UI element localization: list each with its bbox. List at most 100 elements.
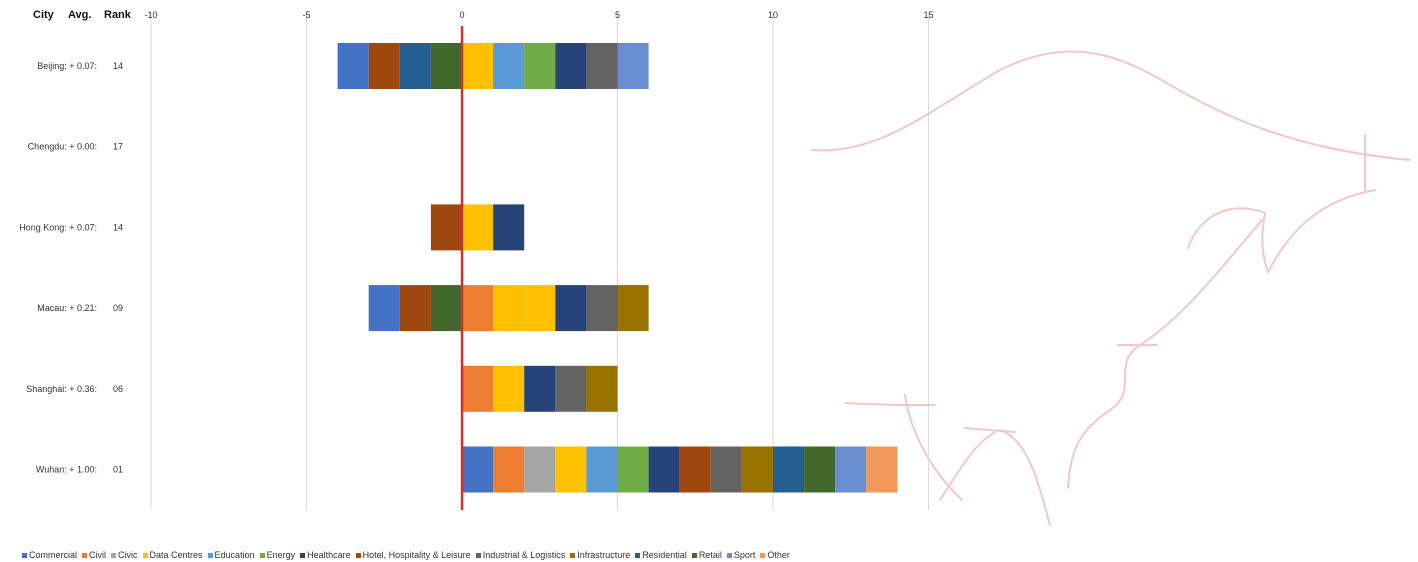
header-avg: Avg. <box>68 9 91 21</box>
bar-segment-industrial-logistics <box>555 365 587 412</box>
bar-segment-hotel-hospitality-leisure <box>679 446 711 493</box>
legend-label: Sport <box>733 550 756 560</box>
bar-segment-infrastructure <box>586 365 618 412</box>
bar-segment-industrial-logistics <box>586 43 618 89</box>
row-label-city: Shanghai: + 0.36: <box>26 384 97 394</box>
bars <box>337 43 898 493</box>
bull-watermark <box>811 50 1411 526</box>
bar-segment-civil <box>493 446 525 493</box>
bar-segment-energy <box>524 43 556 89</box>
row-label-rank: 06 <box>113 384 123 394</box>
legend-swatch <box>691 552 697 558</box>
header-city: City <box>33 9 55 21</box>
legend-item-residential: Residential <box>635 550 687 560</box>
x-tick-label: 5 <box>615 10 620 20</box>
row-label-city: Chengdu: + 0.00: <box>28 142 97 152</box>
bar-segment-hotel-hospitality-leisure <box>430 204 462 251</box>
bar-segment-civil <box>462 285 494 332</box>
x-tick-label: 0 <box>459 10 464 20</box>
legend-item-civil: Civil <box>82 550 106 560</box>
legend-item-energy: Energy <box>259 550 296 560</box>
bar-segment-data-centres <box>462 204 494 251</box>
legend-item-sport: Sport <box>726 550 756 560</box>
column-headers: City Avg. Rank <box>33 9 132 21</box>
x-tick-label: 15 <box>923 10 933 20</box>
bar-segment-civil <box>462 365 494 412</box>
bar-segment-commercial <box>337 43 369 89</box>
bar-segment-infrastructure <box>617 285 649 332</box>
chart-canvas: -10 -5 0 5 10 15 Beijing: + 0.07: 14 Chengdu: +… <box>19 9 1411 526</box>
x-tick-label: -10 <box>144 10 157 20</box>
legend-item-industrial-logistics: Industrial & Logistics <box>475 550 566 560</box>
bar-segment-retail <box>430 43 462 89</box>
bar-segment-sport <box>835 446 867 493</box>
legend-swatch <box>142 552 148 558</box>
legend: Commercial Civil Civic Data Centres Educatio… <box>22 550 795 560</box>
legend-swatch <box>635 552 641 558</box>
legend-item-civic: Civic <box>111 550 138 560</box>
legend-swatch <box>207 552 213 558</box>
legend-label: Civic <box>118 550 138 560</box>
row-label-city: Macau: + 0.21: <box>37 303 97 313</box>
legend-item-infrastructure: Infrastructure <box>570 550 630 560</box>
legend-item-commercial: Commercial <box>22 550 77 560</box>
bar-segment-education <box>586 446 618 493</box>
row-label-rank: 01 <box>113 465 123 475</box>
bar-segment-sport <box>617 43 649 89</box>
bar-segment-industrial-logistics <box>586 285 618 332</box>
bar-segment-residential <box>773 446 805 493</box>
legend-label: Residential <box>642 550 687 560</box>
legend-swatch <box>355 552 361 558</box>
row-labels: Beijing: + 0.07: 14 Chengdu: + 0.00: 17 Hong… <box>19 61 123 475</box>
legend-swatch <box>259 552 265 558</box>
bar-segment-commercial <box>462 446 494 493</box>
row-label-rank: 14 <box>113 222 123 232</box>
legend-swatch <box>82 552 88 558</box>
legend-item-retail: Retail <box>691 550 722 560</box>
legend-label: Healthcare <box>307 550 351 560</box>
gridlines <box>150 12 929 510</box>
legend-swatch <box>570 552 576 558</box>
legend-label: Energy <box>266 550 296 560</box>
legend-label: Industrial & Logistics <box>482 550 566 560</box>
row-label-rank: 14 <box>113 61 123 71</box>
legend-item-education: Education <box>207 550 255 560</box>
legend-label: Education <box>214 550 255 560</box>
legend-item-healthcare: Healthcare <box>300 550 351 560</box>
row-label-city: Beijing: + 0.07: <box>37 61 97 71</box>
row-label-rank: 09 <box>113 303 123 313</box>
x-tick-labels: -10 -5 0 5 10 15 <box>144 10 933 20</box>
legend-label: Civil <box>89 550 107 560</box>
bar-segment-healthcare <box>493 204 525 251</box>
header-rank: Rank <box>104 9 132 21</box>
legend-swatch <box>300 552 306 558</box>
bar-segment-energy <box>617 446 649 493</box>
bar-segment-data-centres <box>493 365 525 412</box>
legend-label: Other <box>767 550 790 560</box>
x-tick-label: 10 <box>768 10 778 20</box>
bar-segment-healthcare <box>555 43 587 89</box>
bar-segment-commercial <box>368 285 400 332</box>
legend-swatch <box>22 552 27 558</box>
bar-segment-education <box>493 43 525 89</box>
bar-segment-healthcare <box>648 446 680 493</box>
legend-label: Hotel, Hospitality & Leisure <box>362 550 471 560</box>
row-label-rank: 17 <box>113 142 123 152</box>
bar-segment-infrastructure <box>741 446 773 493</box>
x-tick-label: -5 <box>302 10 310 20</box>
legend-swatch <box>475 552 481 558</box>
bar-segment-industrial-logistics <box>710 446 742 493</box>
bar-segment-retail <box>804 446 836 493</box>
row-label-city: Wuhan: + 1.00: <box>36 465 97 475</box>
row-label-city: Hong Kong: + 0.07: <box>19 222 97 232</box>
legend-label: Infrastructure <box>577 550 631 560</box>
legend-label: Retail <box>698 550 722 560</box>
bar-segment-data-centres <box>462 43 494 89</box>
bar-segment-other <box>866 446 898 493</box>
legend-swatch <box>111 552 117 558</box>
legend-swatch <box>760 552 766 558</box>
legend-label: Data Centres <box>149 550 203 560</box>
bar-segment-data-centres <box>555 446 587 493</box>
legend-label: Commercial <box>29 550 78 560</box>
